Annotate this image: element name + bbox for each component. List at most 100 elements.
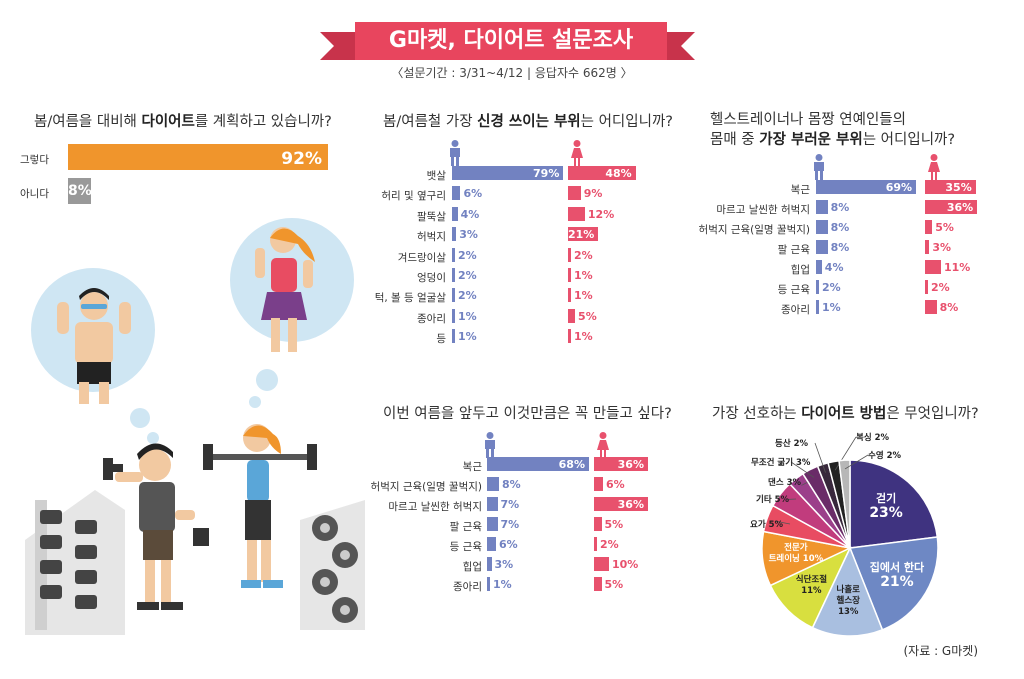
q2-male-value: 1%: [458, 330, 477, 344]
q5-slice-label: 요가 5%: [750, 520, 784, 530]
q2-female-bar: [568, 166, 636, 180]
q3-female-bar: [925, 200, 978, 214]
q3-male-value: 8%: [830, 221, 850, 234]
q2-male-value: 2%: [458, 289, 477, 303]
q5-slice-label: 등산 2%: [775, 439, 809, 449]
q2-category-label: 팔뚝살: [417, 210, 446, 223]
q3-female-icon: [928, 154, 940, 180]
q3-male-bar: [816, 180, 917, 194]
q4-category-label: 힙업: [462, 561, 482, 573]
q3-category-label: 팔 근육: [777, 244, 810, 256]
q2-female-bar: [568, 308, 576, 323]
q3-male-bar: [816, 200, 828, 214]
q5-slice-label-line: 집에서 한다: [869, 560, 925, 574]
q4-female-bar: [594, 557, 609, 571]
q5-slice-label-line: 트레이닝 10%: [768, 553, 824, 564]
q3-female-bar: [925, 300, 937, 314]
q3-female-value: 3%: [932, 241, 952, 254]
q5-slice-label-line: 헬스장: [836, 595, 861, 606]
q4-female-value: 5%: [604, 518, 624, 531]
q3-female-value: 8%: [939, 301, 959, 314]
q5-slice-label: 걷기 23%: [846, 491, 926, 521]
weight-plate-rack-icon: [300, 500, 365, 630]
q2-female-bar: [568, 268, 571, 282]
q2-male-bar: [452, 206, 458, 221]
q5-slice-label-line: 11%: [801, 585, 822, 596]
q2-category-label: 뱃살: [426, 170, 446, 182]
q2-male-value: 79%: [533, 167, 560, 180]
q4-male-icon: [485, 432, 495, 458]
q2-female-value: 5%: [578, 309, 597, 323]
q2-female-bar: [568, 288, 571, 303]
q2-male-bar: [452, 329, 455, 344]
q3-male-value: 4%: [824, 261, 844, 274]
q2-category-label: 허리 및 옆구리: [381, 190, 446, 203]
q1-category-label: 그렇다: [20, 154, 49, 166]
q2-male-bar: [452, 288, 455, 303]
q5-leader-line: [834, 436, 857, 471]
q2-category-label: 엉덩이: [417, 272, 446, 284]
q3-male-bar: [816, 280, 819, 294]
q2-female-bar: [568, 247, 571, 262]
q1-value-label: 92%: [281, 149, 322, 169]
q3-male-bar: [816, 300, 819, 314]
q4-female-bar: [594, 577, 602, 591]
q3-category-label: 마르고 날씬한 허벅지: [716, 204, 810, 216]
q5-slice-label-line: 나홀로: [836, 584, 861, 595]
q5-slice-label: 식단조절 11%: [771, 575, 851, 597]
q5-slice-label: 기타 5%: [756, 495, 790, 505]
q2-male-bar: [452, 166, 564, 180]
q3-category-label: 힙업: [790, 264, 810, 276]
dumbbell-rack-icon: [25, 490, 125, 635]
q2-male-value: 6%: [463, 187, 483, 201]
q5-leader-line: [801, 481, 809, 486]
q4-category-label: 허벅지 근육(일명 꿀벅지): [370, 481, 482, 493]
q1-bar: [68, 178, 91, 204]
q2-female-value: 1%: [574, 330, 593, 344]
q5-slice-label: 집에서 한다 21%: [857, 560, 937, 590]
title-ribbon-left: [320, 32, 334, 60]
q4-female-value: 2%: [600, 538, 619, 551]
q3-male-icon: [814, 154, 824, 180]
q2-category-label: 허벅지: [417, 231, 446, 244]
q3-category-label: 복근: [790, 184, 810, 196]
woman-barbell-icon: [203, 424, 317, 588]
q2-category-label: 겨드랑이살: [397, 251, 446, 264]
q2-male-value: 2%: [458, 269, 477, 282]
q4-male-value: 7%: [500, 498, 520, 511]
q1-question: 봄/여름을 대비해 다이어트를 계획하고 있습니까?: [34, 114, 332, 130]
q2-female-bar: [568, 329, 571, 344]
q5-slice-label-line: 전문가: [784, 542, 808, 553]
q4-male-bar: [487, 557, 492, 571]
q4-category-label: 복근: [462, 461, 482, 473]
q2-male-bar: [452, 268, 455, 282]
muscle-man-icon: [57, 288, 131, 404]
q4-male-value: 7%: [500, 518, 520, 531]
q3-category-label: 허벅지 근육(일명 꿀벅지): [698, 224, 810, 236]
q3-male-value: 8%: [830, 201, 850, 214]
q3-female-value: 5%: [935, 221, 954, 234]
q3-male-value: 69%: [885, 181, 913, 194]
q2-male-bar: [452, 227, 457, 242]
q3-category-label: 종아리: [781, 304, 810, 316]
q2-male-value: 1%: [458, 309, 477, 323]
q3-female-bar: [925, 280, 928, 294]
q3-question: 헬스트레이너나 몸짱 연예인들의 몸매 중 가장 부러운 부위는 어디입니까?: [710, 112, 956, 148]
source-note: (자료 : G마켓): [903, 644, 979, 658]
q4-female-value: 36%: [617, 458, 644, 471]
q1-value-label: 8%: [68, 183, 92, 199]
q2-male-value: 2%: [458, 248, 477, 262]
q2-female-value: 9%: [583, 187, 603, 201]
q4-female-value: 5%: [604, 578, 624, 591]
q5-slice-label: 댄스 3%: [768, 478, 802, 488]
q4-female-value: 6%: [606, 478, 625, 491]
q2-female-value: 12%: [587, 207, 615, 221]
q4-question: 이번 여름을 앞두고 이것만큼은 꼭 만들고 싶다?: [383, 406, 672, 422]
title-ribbon-right: [681, 32, 695, 60]
man-lifting-icon: [103, 443, 209, 610]
q2-female-bar: [568, 227, 598, 242]
q5-slice-label-line: 식단조절: [795, 574, 828, 585]
q4-female-bar: [594, 497, 648, 511]
q4-male-bar: [487, 517, 498, 531]
q2-category-label: 등: [436, 333, 446, 346]
